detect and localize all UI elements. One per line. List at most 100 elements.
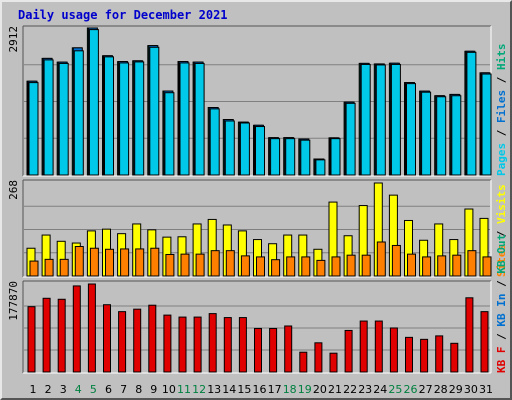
bar-pages bbox=[134, 61, 145, 176]
legend-entry: / bbox=[495, 327, 508, 347]
bar-pages bbox=[360, 63, 371, 176]
bar-pages bbox=[466, 51, 477, 176]
bar-pages bbox=[73, 50, 84, 176]
x-tick-label: 3 bbox=[60, 383, 67, 396]
bar-sites bbox=[165, 253, 175, 277]
bar-pages bbox=[481, 73, 492, 176]
bar-pages bbox=[194, 62, 205, 176]
bar-kb bbox=[389, 327, 398, 373]
x-tick-label: 25 bbox=[388, 383, 402, 396]
bar-sites bbox=[150, 247, 160, 277]
x-tick-label: 15 bbox=[237, 383, 251, 396]
bar-pages bbox=[209, 108, 220, 176]
kbytes-legend: KB F / KB In / KB Out bbox=[495, 234, 508, 373]
bar-pages bbox=[224, 120, 235, 176]
bar-kb bbox=[133, 308, 142, 373]
bar-sites bbox=[135, 248, 145, 277]
bar-pages bbox=[119, 62, 130, 176]
bar-sites bbox=[467, 250, 477, 277]
bar-kb bbox=[420, 338, 429, 373]
bar-sites bbox=[331, 256, 341, 277]
bar-sites bbox=[240, 255, 250, 277]
bar-pages bbox=[28, 82, 39, 176]
x-tick-label: 13 bbox=[207, 383, 221, 396]
bar-kb bbox=[254, 327, 262, 373]
x-tick-label: 23 bbox=[358, 383, 372, 396]
hits-files-pages-max-label: 2912 bbox=[7, 26, 20, 53]
bar-sites bbox=[256, 256, 265, 277]
bar-sites bbox=[195, 253, 205, 277]
x-tick-label: 1 bbox=[30, 383, 37, 396]
bar-kb bbox=[208, 313, 217, 373]
bar-pages bbox=[179, 62, 190, 176]
bar-kb bbox=[27, 306, 36, 373]
bar-kb bbox=[193, 316, 202, 373]
bar-kb bbox=[57, 298, 66, 373]
visits-sites-max-label: 268 bbox=[7, 180, 20, 200]
bar-kb bbox=[223, 317, 232, 373]
x-tick-label: 28 bbox=[434, 383, 448, 396]
bar-kb bbox=[359, 320, 368, 373]
bar-kb bbox=[269, 327, 278, 373]
x-tick-label: 27 bbox=[419, 383, 433, 396]
bar-kb bbox=[87, 283, 96, 373]
bar-kb bbox=[314, 342, 323, 373]
bar-pages bbox=[315, 159, 326, 176]
bar-pages bbox=[345, 102, 356, 176]
x-tick-label: 11 bbox=[177, 383, 191, 396]
legend-entry: / bbox=[495, 70, 508, 90]
bar-pages bbox=[270, 138, 281, 176]
x-tick-label: 18 bbox=[283, 383, 297, 396]
x-tick-label: 30 bbox=[464, 383, 478, 396]
bar-kb bbox=[299, 351, 308, 373]
bar-pages bbox=[164, 92, 175, 176]
x-tick-label: 31 bbox=[479, 383, 493, 396]
bar-pages bbox=[375, 64, 386, 176]
bar-pages bbox=[406, 83, 416, 176]
bar-sites bbox=[407, 253, 416, 277]
bar-pages bbox=[300, 139, 311, 176]
bar-sites bbox=[74, 246, 84, 277]
bar-kb bbox=[329, 352, 338, 373]
bar-pages bbox=[239, 122, 250, 176]
bar-sites bbox=[120, 248, 130, 277]
legend-entry: KB Out bbox=[495, 234, 508, 274]
legend-entry: Sites bbox=[495, 244, 508, 277]
bar-kb bbox=[178, 316, 187, 373]
visits-sites-legend: Sites / Visits bbox=[495, 184, 508, 277]
bar-kb bbox=[118, 311, 127, 373]
bar-pages bbox=[43, 59, 54, 176]
bar-pages bbox=[421, 91, 432, 176]
bar-sites bbox=[437, 255, 447, 277]
x-tick-label: 8 bbox=[135, 383, 142, 396]
x-tick-label: 2 bbox=[45, 383, 52, 396]
bar-sites bbox=[210, 250, 220, 277]
bar-kb bbox=[72, 285, 81, 373]
bar-sites bbox=[271, 259, 281, 277]
x-tick-label: 22 bbox=[343, 383, 357, 396]
kbytes-max-label: 177870 bbox=[7, 281, 20, 321]
bar-pages bbox=[104, 56, 114, 176]
bar-kb bbox=[103, 304, 111, 373]
bar-kb bbox=[42, 297, 51, 373]
legend-entry: Hits bbox=[495, 44, 508, 71]
bar-pages bbox=[58, 62, 69, 176]
legend-entry: Files bbox=[495, 90, 508, 123]
x-tick-label: 20 bbox=[313, 383, 327, 396]
bar-sites bbox=[59, 258, 69, 277]
bar-pages bbox=[390, 63, 401, 176]
legend-entry: / bbox=[495, 274, 508, 294]
bar-sites bbox=[361, 254, 371, 277]
bar-sites bbox=[180, 253, 190, 277]
bar-kb bbox=[435, 335, 444, 373]
bar-sites bbox=[225, 250, 235, 277]
bar-sites bbox=[391, 244, 401, 277]
bar-sites bbox=[44, 258, 54, 277]
legend-entry: / bbox=[495, 123, 508, 143]
bar-pages bbox=[88, 29, 99, 176]
bar-sites bbox=[301, 256, 311, 277]
legend-entry: Pages bbox=[495, 143, 508, 176]
bar-sites bbox=[89, 247, 99, 277]
x-tick-label: 6 bbox=[105, 383, 112, 396]
bar-kb bbox=[480, 311, 489, 373]
